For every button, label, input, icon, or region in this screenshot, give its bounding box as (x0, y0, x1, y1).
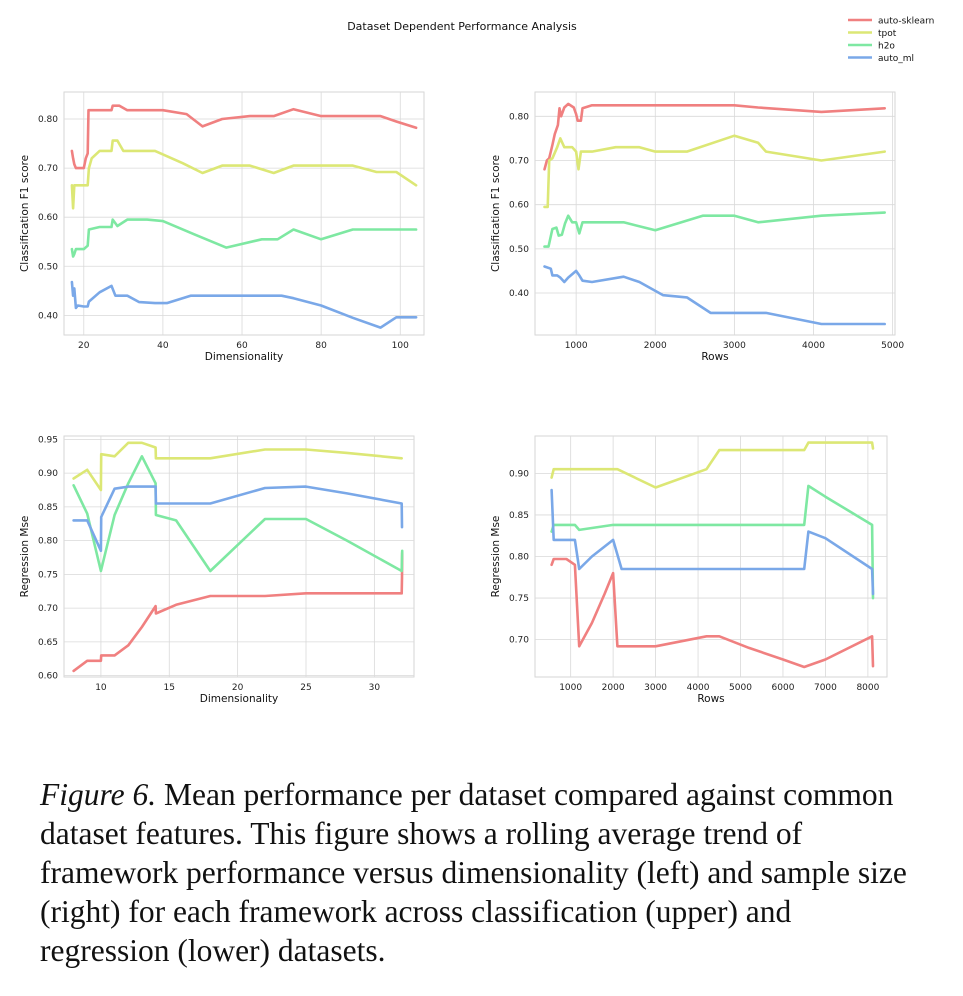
legend-label-tpot: tpot (878, 29, 897, 39)
y-axis-label: Regression Mse (490, 516, 502, 598)
x-tick-label: 2000 (602, 683, 625, 693)
plot-area (63, 91, 425, 336)
x-tick-label: 20 (78, 341, 90, 351)
y-tick-label: 0.80 (38, 537, 58, 547)
series-line-h2o (543, 211, 886, 248)
y-tick-label: 0.80 (509, 112, 529, 122)
y-tick-label: 0.95 (38, 435, 58, 445)
x-tick-label: 1000 (565, 341, 588, 351)
x-tick-label: 8000 (856, 683, 879, 693)
series-line-h2o (70, 218, 418, 258)
series-line-auto-sklearn (70, 104, 418, 170)
series-line-auto_ml (70, 280, 418, 329)
figure-svg: Dataset Dependent Performance Analysis a… (19, 17, 934, 706)
x-tick-label: 3000 (644, 683, 667, 693)
series-line-auto_ml (72, 485, 404, 553)
legend-label-h2o: h2o (878, 42, 895, 52)
series-line-auto-sklearn (543, 102, 886, 171)
caption-text: Mean performance per dataset compared ag… (40, 777, 907, 968)
panel-bottom-right: 1000 2000 3000 4000 5000 6000 7000 8000 0.70 0.75… (490, 435, 888, 705)
x-axis-label: Rows (697, 693, 724, 705)
y-tick-label: 0.70 (38, 604, 58, 614)
x-tick-label: 80 (315, 341, 327, 351)
panel-top-left: 20 40 60 80 100 0.40 0.50 0.60 0.70 0.80 Dimension… (19, 91, 425, 363)
x-tick-label: 40 (157, 341, 169, 351)
x-tick-label: 30 (369, 683, 381, 693)
series-line-auto-sklearn (550, 557, 875, 669)
x-tick-label: 15 (164, 683, 175, 693)
y-tick-label: 0.85 (509, 511, 529, 521)
plot-area (63, 435, 415, 678)
figure-caption: Figure 6. Mean performance per dataset c… (40, 775, 920, 970)
series-line-tpot (550, 441, 875, 489)
y-tick-label: 0.80 (38, 115, 58, 125)
series-line-h2o (550, 484, 875, 600)
series-line-h2o (72, 455, 404, 573)
x-tick-label: 10 (95, 683, 107, 693)
panel-top-right: 1000 2000 3000 4000 5000 0.40 0.50 0.60 0.70 0.80… (490, 91, 904, 363)
y-tick-label: 0.80 (509, 553, 529, 563)
y-tick-label: 0.40 (509, 289, 529, 299)
x-tick-label: 1000 (559, 683, 582, 693)
x-axis-label: Dimensionality (200, 693, 278, 705)
series-line-auto_ml (543, 265, 886, 326)
x-tick-label: 6000 (772, 683, 795, 693)
panel-bottom-left: 10 15 20 25 30 0.60 0.65 0.70 0.75 0.80 0.85 0.90 0.… (19, 435, 415, 705)
y-tick-label: 0.75 (38, 570, 58, 580)
x-tick-label: 7000 (814, 683, 837, 693)
x-tick-label: 60 (236, 341, 248, 351)
legend-label-auto_ml: auto_ml (878, 54, 914, 64)
y-tick-label: 0.90 (38, 469, 58, 479)
legend-label-auto-sklearn: auto-sklearn (878, 17, 934, 27)
series-line-tpot (543, 134, 886, 209)
y-tick-label: 0.50 (38, 262, 58, 272)
y-axis-label: Classification F1 score (19, 155, 31, 272)
y-axis-label: Classification F1 score (490, 155, 502, 272)
y-axis-label: Regression Mse (19, 516, 31, 598)
x-tick-label: 20 (232, 683, 244, 693)
y-tick-label: 0.60 (509, 201, 529, 211)
series-line-auto_ml (550, 488, 875, 596)
x-tick-label: 25 (300, 683, 311, 693)
y-tick-label: 0.70 (509, 636, 529, 646)
x-axis-label: Rows (701, 351, 728, 363)
y-tick-label: 0.60 (38, 672, 58, 682)
y-tick-label: 0.50 (509, 245, 529, 255)
series-line-tpot (72, 441, 403, 492)
plot-area (534, 91, 896, 336)
x-tick-label: 5000 (729, 683, 752, 693)
x-tick-label: 2000 (644, 341, 667, 351)
y-tick-label: 0.40 (38, 311, 58, 321)
series-line-tpot (70, 139, 418, 210)
figure: Dataset Dependent Performance Analysis a… (19, 17, 934, 706)
legend: auto-sklearn tpot h2o auto_ml (848, 17, 934, 64)
x-tick-label: 4000 (687, 683, 710, 693)
figure-suptitle: Dataset Dependent Performance Analysis (347, 20, 577, 33)
series-line-auto-sklearn (72, 551, 404, 673)
y-tick-label: 0.90 (509, 469, 529, 479)
caption-label: Figure 6. (40, 777, 157, 812)
x-tick-label: 5000 (881, 341, 904, 351)
y-tick-label: 0.65 (38, 638, 58, 648)
x-tick-label: 3000 (723, 341, 746, 351)
y-tick-label: 0.70 (509, 156, 529, 166)
y-tick-label: 0.60 (38, 213, 58, 223)
x-tick-label: 4000 (802, 341, 825, 351)
panels: 20 40 60 80 100 0.40 0.50 0.60 0.70 0.80 Dimension… (19, 91, 904, 705)
y-tick-label: 0.75 (509, 594, 529, 604)
y-tick-label: 0.70 (38, 164, 58, 174)
x-axis-label: Dimensionality (205, 351, 283, 363)
x-tick-label: 100 (392, 341, 409, 351)
y-tick-label: 0.85 (38, 503, 58, 513)
